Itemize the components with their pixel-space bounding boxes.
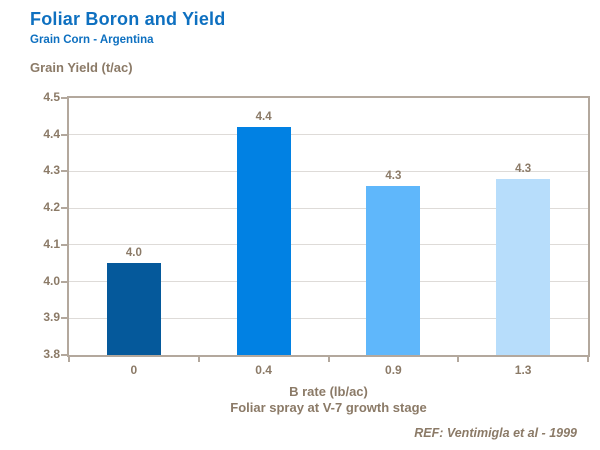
gridline: [69, 317, 588, 319]
y-tick-mark: [61, 243, 67, 246]
gridline: [69, 244, 588, 246]
y-tick-label: 4.4: [43, 126, 60, 141]
bar-value-label: 4.4: [255, 111, 272, 124]
bar-value-label: 4.0: [125, 247, 142, 260]
gridline: [69, 170, 588, 172]
chart-title: Foliar Boron and Yield: [30, 9, 226, 29]
y-tick-mark: [61, 354, 67, 356]
y-tick-mark: [61, 280, 67, 283]
x-tick-mark: [197, 357, 200, 362]
gridline: [69, 134, 588, 136]
gridline: [69, 207, 588, 209]
gridline: [69, 281, 588, 283]
x-tick-mark: [327, 357, 330, 362]
x-tick-label: 0.4: [255, 363, 272, 377]
x-tick-label: 0.9: [385, 363, 402, 377]
bar: [366, 186, 421, 355]
y-tick-label: 4.2: [43, 200, 60, 215]
y-tick-label: 4.5: [43, 90, 60, 104]
x-tick-mark: [457, 357, 460, 362]
y-tick-mark: [61, 317, 67, 320]
y-tick-label: 3.8: [43, 347, 60, 361]
y-axis-title: Grain Yield (t/ac): [30, 60, 133, 75]
y-tick-mark: [61, 207, 67, 210]
x-tick-label: 0: [130, 363, 138, 377]
y-tick-label: 4.3: [43, 163, 60, 178]
x-axis-subtitle: Foliar spray at V-7 growth stage: [230, 400, 427, 415]
y-tick-mark: [61, 133, 67, 136]
y-tick-mark: [61, 97, 67, 99]
y-tick-mark: [61, 170, 67, 173]
x-tick-mark: [68, 357, 70, 362]
bar: [236, 127, 291, 355]
bar: [106, 263, 161, 355]
y-tick-label: 4.1: [43, 236, 60, 251]
reference-citation: REF: Ventimigla et al - 1999: [414, 426, 577, 440]
y-tick-label: 3.9: [43, 310, 60, 325]
bar-value-label: 4.3: [515, 162, 532, 175]
x-tick-mark: [587, 357, 589, 362]
bar-value-label: 4.3: [385, 170, 402, 183]
plot-area: 4.0 4.4 4.3 4.3: [67, 96, 590, 357]
chart-subtitle: Grain Corn - Argentina: [30, 34, 154, 46]
y-tick-label: 4.0: [43, 273, 60, 288]
x-tick-label: 1.3: [514, 363, 532, 377]
bar: [496, 178, 551, 355]
x-axis-title: B rate (lb/ac): [289, 384, 368, 399]
